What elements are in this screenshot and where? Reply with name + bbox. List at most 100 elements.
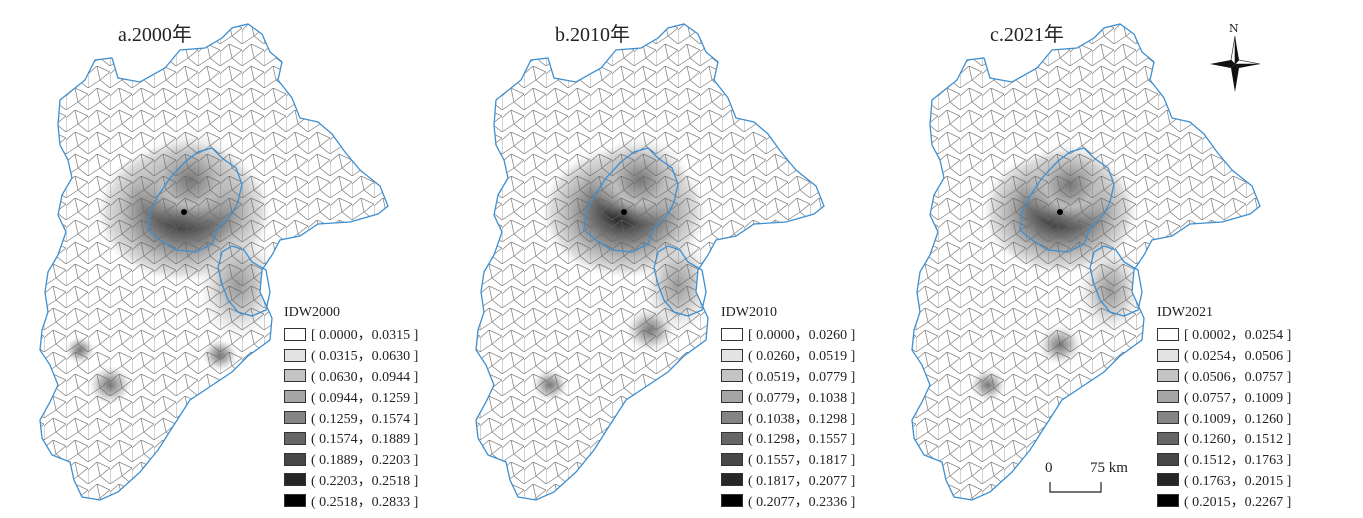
legend-range-label: ( 0.0630，0.0944 ]: [311, 369, 419, 385]
beijing-boundary: [1019, 147, 1115, 253]
legend-range-label: ( 0.0944，0.1259 ]: [311, 390, 419, 406]
legend-range-label: ( 0.0260，0.0519 ]: [748, 349, 856, 365]
panel-title-2021: c.2021年: [990, 24, 1064, 46]
legend-item: ( 0.2518，0.2833 ]: [284, 490, 418, 511]
legend-title: IDW2000: [284, 305, 340, 320]
legend-item: ( 0.1763，0.2015 ]: [1157, 470, 1291, 491]
legend-swatch: [284, 348, 306, 362]
legend-swatch: [721, 348, 743, 362]
legend-swatch: [1157, 494, 1179, 508]
legend-swatch: [1157, 411, 1179, 425]
legend-range-label: ( 0.1259，0.1574 ]: [311, 411, 419, 427]
legend-2010: IDW2010 [ 0.0000，0.0260 ] ( 0.0260，0.0519…: [721, 305, 855, 511]
legend-swatch: [721, 369, 743, 383]
legend-swatch: [1157, 369, 1179, 383]
legend-range-label: ( 0.1038，0.1298 ]: [748, 411, 856, 427]
legend-item: ( 0.2077，0.2336 ]: [721, 490, 855, 511]
legend-range-label: ( 0.2015，0.2267 ]: [1184, 494, 1292, 510]
legend-swatch: [1157, 327, 1179, 341]
legend-rows: [ 0.0000，0.0315 ] ( 0.0315，0.0630 ] ( 0.06…: [284, 324, 418, 511]
legend-swatch: [721, 494, 743, 508]
legend-swatch: [721, 411, 743, 425]
legend-range-label: ( 0.0315，0.0630 ]: [311, 349, 419, 365]
legend-swatch: [721, 473, 743, 487]
legend-item: ( 0.2203，0.2518 ]: [284, 470, 418, 491]
legend-range-label: ( 0.0254，0.0506 ]: [1184, 349, 1292, 365]
legend-item: [ 0.0000，0.0260 ]: [721, 324, 855, 345]
legend-item: ( 0.0506，0.0757 ]: [1157, 366, 1291, 387]
legend-range-label: ( 0.1763，0.2015 ]: [1184, 473, 1292, 489]
legend-title: IDW2010: [721, 305, 777, 320]
legend-swatch: [1157, 348, 1179, 362]
legend-item: ( 0.2015，0.2267 ]: [1157, 490, 1291, 511]
legend-item: ( 0.0630，0.0944 ]: [284, 366, 418, 387]
legend-swatch: [284, 431, 306, 445]
legend-title: IDW2021: [1157, 305, 1213, 320]
north-arrow: N: [1208, 22, 1262, 94]
legend-range-label: ( 0.2077，0.2336 ]: [748, 494, 856, 510]
province-boundary: [911, 23, 1261, 501]
tianjin-boundary: [217, 245, 271, 317]
legend-range-label: ( 0.0506，0.0757 ]: [1184, 369, 1292, 385]
legend-rows: [ 0.0000，0.0260 ] ( 0.0260，0.0519 ] ( 0.05…: [721, 324, 855, 511]
legend-item: ( 0.1298，0.1557 ]: [721, 428, 855, 449]
legend-item: [ 0.0002，0.0254 ]: [1157, 324, 1291, 345]
panel-title-2000: a.2000年: [118, 24, 192, 46]
legend-swatch: [1157, 390, 1179, 404]
legend-swatch: [284, 327, 306, 341]
legend-swatch: [1157, 473, 1179, 487]
legend-rows: [ 0.0002，0.0254 ] ( 0.0254，0.0506 ] ( 0.05…: [1157, 324, 1291, 511]
province-boundary: [39, 23, 389, 501]
legend-swatch: [1157, 431, 1179, 445]
legend-2000: IDW2000 [ 0.0000，0.0315 ] ( 0.0315，0.0630…: [284, 305, 418, 511]
legend-swatch: [721, 452, 743, 466]
legend-range-label: ( 0.1512，0.1763 ]: [1184, 453, 1292, 469]
legend-item: ( 0.1259，0.1574 ]: [284, 407, 418, 428]
legend-range-label: ( 0.1009，0.1260 ]: [1184, 411, 1292, 427]
legend-range-label: ( 0.1260，0.1512 ]: [1184, 432, 1292, 448]
legend-item: ( 0.1512，0.1763 ]: [1157, 449, 1291, 470]
scale-distance-label: 75 km: [1090, 460, 1128, 476]
legend-swatch: [1157, 452, 1179, 466]
legend-item: ( 0.1260，0.1512 ]: [1157, 428, 1291, 449]
beijing-core: [621, 209, 627, 215]
legend-range-label: ( 0.2518，0.2833 ]: [311, 494, 419, 510]
legend-range-label: ( 0.1574，0.1889 ]: [311, 432, 419, 448]
scale-bar-line: [1049, 482, 1102, 493]
compass-icon: [1210, 35, 1261, 92]
legend-item: ( 0.1817，0.2077 ]: [721, 470, 855, 491]
scale-bar: 0 75 km: [1045, 460, 1155, 500]
beijing-boundary: [147, 147, 243, 253]
legend-swatch: [721, 390, 743, 404]
legend-item: ( 0.1557，0.1817 ]: [721, 449, 855, 470]
legend-range-label: ( 0.1298，0.1557 ]: [748, 432, 856, 448]
legend-item: ( 0.0260，0.0519 ]: [721, 345, 855, 366]
legend-range-label: [ 0.0002，0.0254 ]: [1184, 328, 1292, 344]
tianjin-boundary: [653, 245, 707, 317]
legend-item: ( 0.1889，0.2203 ]: [284, 449, 418, 470]
legend-item: ( 0.1009，0.1260 ]: [1157, 407, 1291, 428]
beijing-boundary: [583, 147, 679, 253]
legend-range-label: ( 0.0519，0.0779 ]: [748, 369, 856, 385]
legend-item: ( 0.0779，0.1038 ]: [721, 386, 855, 407]
legend-range-label: ( 0.1557，0.1817 ]: [748, 453, 856, 469]
legend-swatch: [284, 411, 306, 425]
legend-range-label: ( 0.0757，0.1009 ]: [1184, 390, 1292, 406]
legend-item: ( 0.1038，0.1298 ]: [721, 407, 855, 428]
legend-swatch: [284, 473, 306, 487]
legend-swatch: [721, 431, 743, 445]
panel-title-2010: b.2010年: [555, 24, 630, 46]
legend-range-label: ( 0.0779，0.1038 ]: [748, 390, 856, 406]
legend-item: ( 0.0254，0.0506 ]: [1157, 345, 1291, 366]
legend-range-label: [ 0.0000，0.0260 ]: [748, 328, 856, 344]
legend-swatch: [284, 390, 306, 404]
legend-item: ( 0.1574，0.1889 ]: [284, 428, 418, 449]
legend-range-label: [ 0.0000，0.0315 ]: [311, 328, 419, 344]
beijing-core: [1057, 209, 1063, 215]
legend-swatch: [721, 327, 743, 341]
legend-2021: IDW2021 [ 0.0002，0.0254 ] ( 0.0254，0.0506…: [1157, 305, 1291, 511]
legend-swatch: [284, 494, 306, 508]
legend-range-label: ( 0.1889，0.2203 ]: [311, 453, 419, 469]
legend-item: ( 0.0315，0.0630 ]: [284, 345, 418, 366]
